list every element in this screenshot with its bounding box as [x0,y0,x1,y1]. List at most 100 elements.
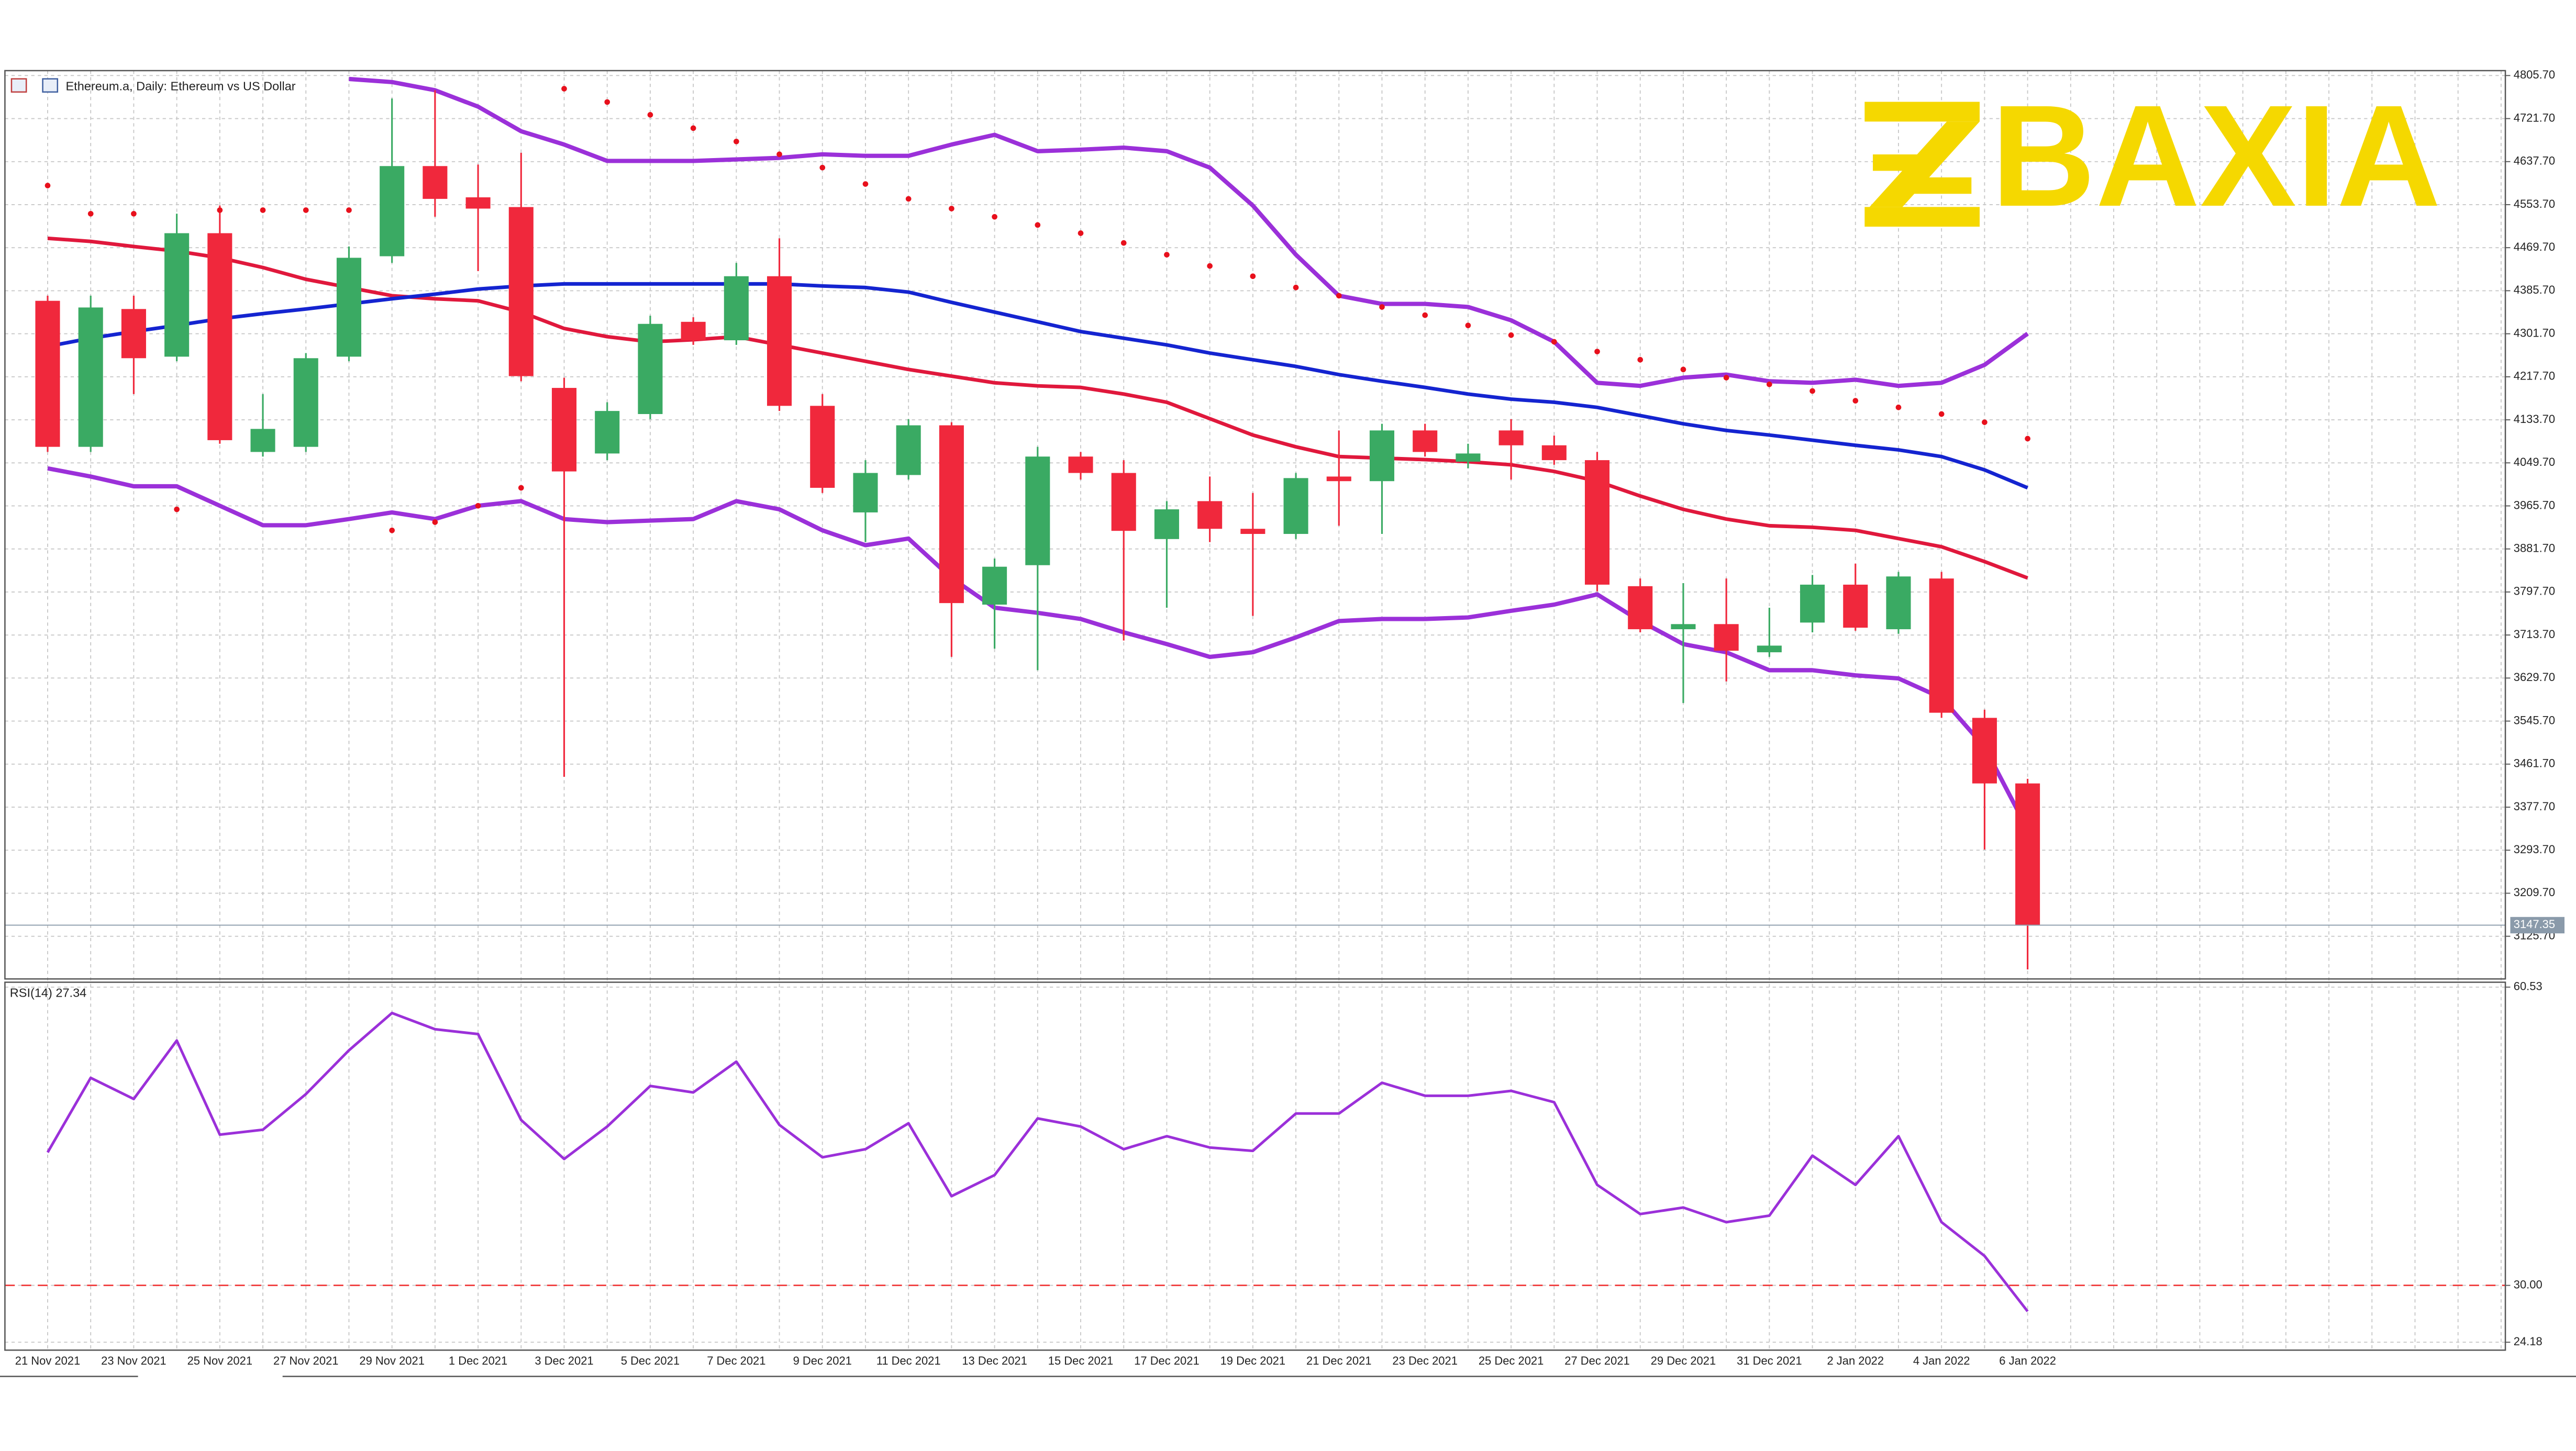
sar-dot [1078,230,1084,236]
y-tick-label: 3293.70 [2514,843,2555,856]
sar-dot [776,151,782,158]
sar-dot [1767,381,1772,387]
candle-body [724,276,749,341]
y-tick-label: 4049.70 [2514,455,2555,468]
x-tick-label: 4 Jan 2022 [1913,1354,1970,1367]
y-tick-label: 4301.70 [2514,326,2555,339]
sar-dot [1508,332,1514,338]
indicator-line [349,76,2029,388]
candle-body [1757,645,1782,653]
sar-dot [1336,293,1342,299]
candle-body [1800,584,1825,623]
x-tick-label: 2 Jan 2022 [1827,1354,1884,1367]
x-tick-label: 13 Dec 2021 [962,1354,1027,1367]
rsi-line [46,1011,2029,1312]
price-plot [5,76,2506,969]
sar-dot [949,206,954,211]
sar-dot [1895,404,1902,410]
sar-dot [1207,263,1213,269]
sar-dot [1035,222,1041,228]
candle-body [508,207,534,376]
candle-body [1369,430,1395,482]
x-tick-label: 23 Dec 2021 [1392,1354,1457,1367]
y-tick-label: 30.00 [2514,1278,2542,1291]
candle-body [2015,783,2040,925]
sar-dot [734,138,739,144]
y-tick-label: 4805.70 [2514,68,2555,81]
y-tick-label: 4637.70 [2514,154,2555,168]
y-tick-label: 4469.70 [2514,240,2555,253]
candle-body [810,406,835,488]
y-tick-label: 3545.70 [2514,713,2555,727]
x-tick-label: 17 Dec 2021 [1134,1354,1199,1367]
y-tick-label: 3461.70 [2514,757,2555,770]
header-icons [10,78,59,93]
candle-body [1972,718,1997,784]
y-tick-label: 3881.70 [2514,541,2555,554]
x-tick-label: 29 Dec 2021 [1651,1354,1716,1367]
x-tick-label: 1 Dec 2021 [449,1354,507,1367]
sar-dot [131,210,137,217]
candle-body [595,411,620,454]
sar-dot [1551,339,1557,345]
sar-dot [2025,436,2030,442]
candle-body [1886,576,1911,630]
sar-dot [1379,304,1385,310]
sar-dot [303,207,309,213]
sar-dot [690,125,696,131]
x-tick-label: 31 Dec 2021 [1737,1354,1802,1367]
sar-dot [174,506,180,512]
sar-dot [389,527,395,533]
x-tick-label: 11 Dec 2021 [876,1354,941,1367]
candle-body [1283,478,1308,534]
candle-body [1671,624,1696,630]
y-tick-label: 3209.70 [2514,886,2555,899]
sar-dot [992,214,997,220]
indicator-line [47,282,2028,490]
brand-icon [1864,102,1980,227]
candle-body [767,276,792,406]
candle-body [1111,473,1136,531]
candle-body [1326,476,1351,482]
y-tick-label: 3377.70 [2514,800,2555,813]
rsi-title: RSI(14) 27.34 [10,986,86,1000]
candle-body [1714,624,1739,651]
y-tick-label: 3629.70 [2514,671,2555,684]
rsi-frame [4,981,2506,1351]
x-tick-label: 21 Nov 2021 [15,1354,80,1367]
x-tick-label: 25 Dec 2021 [1479,1354,1544,1367]
sar-dot [1938,411,1945,417]
last-price-label: 3147.35 [2514,918,2555,931]
y-tick-label: 4553.70 [2514,197,2555,210]
y-tick-label: 4217.70 [2514,370,2555,383]
sar-dot [475,503,481,509]
sar-dot [1293,284,1299,291]
candle-body [939,425,964,604]
candle-body [380,166,405,256]
rsi-name: RSI(14) [10,986,52,1000]
candle-body [1413,430,1438,452]
sar-dot [260,207,266,213]
candle-body [1584,460,1610,585]
sar-dot [1809,388,1815,394]
rsi-plot [5,1011,2506,1312]
candle-body [1154,509,1179,539]
sar-dot [1250,273,1256,280]
x-tick-label: 19 Dec 2021 [1220,1354,1285,1367]
candle-body [293,358,318,447]
sar-dot [45,183,51,188]
candle-body [35,300,60,447]
candle-body [638,323,663,414]
sar-dot [1465,322,1471,329]
y-tick-label: 4133.70 [2514,412,2555,426]
x-tick-label: 6 Jan 2022 [1999,1354,2056,1367]
sar-dot [217,207,223,213]
x-tick-label: 9 Dec 2021 [793,1354,852,1367]
y-tick-label: 3797.70 [2514,585,2555,598]
axis-layer: 4805.70 4721.70 4637.70 4553.70 4469.70 4385.… [15,68,2565,1367]
candle-body [1456,453,1481,462]
rsi-last-value: 27.34 [55,986,86,1000]
candle-body [982,566,1007,605]
last-price-box [2510,917,2565,934]
